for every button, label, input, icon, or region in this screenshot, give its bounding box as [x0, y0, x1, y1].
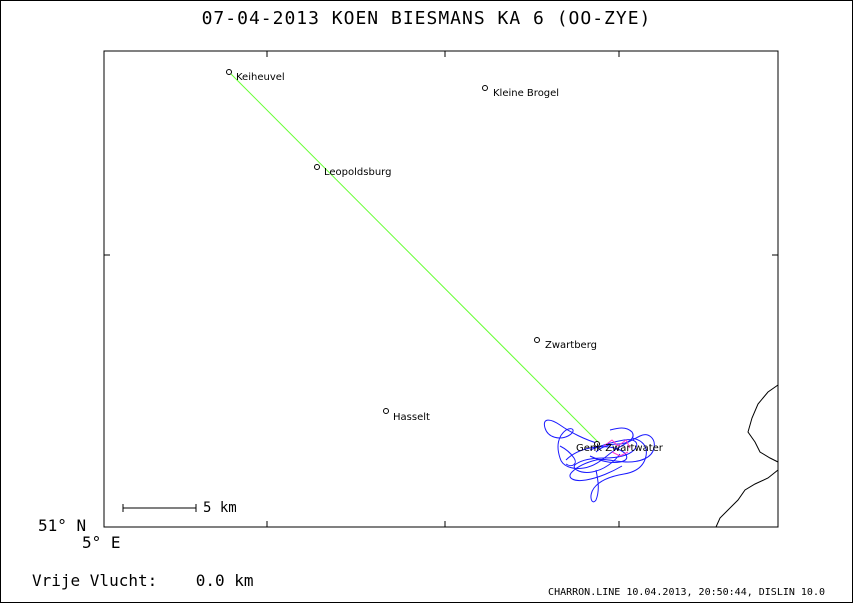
free-flight-distance: Vrije Vlucht: 0.0 km — [32, 571, 254, 590]
map-border — [103, 50, 779, 528]
flight-line — [228, 71, 601, 445]
flight-track — [543, 419, 655, 503]
town-label: Leopoldsburg — [324, 167, 391, 178]
border-line-south — [715, 469, 779, 528]
town-marker-icon — [383, 408, 389, 414]
town-zwartberg: Zwartberg — [534, 337, 597, 351]
town-label: Kleine Brogel — [493, 88, 559, 99]
town-marker-icon — [594, 441, 600, 447]
town-kleine-brogel: Kleine Brogel — [482, 85, 559, 99]
town-hasselt: Hasselt — [383, 408, 430, 423]
longitude-label: 5° E — [82, 533, 121, 552]
town-keiheuvel: Keiheuvel — [226, 69, 285, 83]
page-title: 07-04-2013 KOEN BIESMANS KA 6 (OO-ZYE) — [201, 8, 652, 29]
scale-bar — [122, 504, 197, 512]
town-genk-zwartwater: Genk Zwartwater — [576, 441, 664, 454]
town-label: Keiheuvel — [236, 72, 285, 83]
town-marker-icon — [314, 164, 320, 170]
credit-line: CHARRON.LINE 10.04.2013, 20:50:44, DISLI… — [548, 587, 825, 598]
town-marker-icon — [482, 85, 488, 91]
town-marker-icon — [226, 69, 232, 75]
town-label: Genk Zwartwater — [576, 443, 664, 454]
thermal-markers — [603, 439, 631, 457]
scale-label: 5 km — [203, 500, 237, 516]
town-leopoldsburg: Leopoldsburg — [314, 164, 391, 178]
town-marker-icon — [534, 337, 540, 343]
latitude-label: 51° N — [38, 516, 87, 535]
town-label: Hasselt — [393, 412, 430, 423]
axis-ticks — [104, 51, 778, 527]
border-line — [747, 384, 779, 463]
town-label: Zwartberg — [545, 340, 597, 351]
